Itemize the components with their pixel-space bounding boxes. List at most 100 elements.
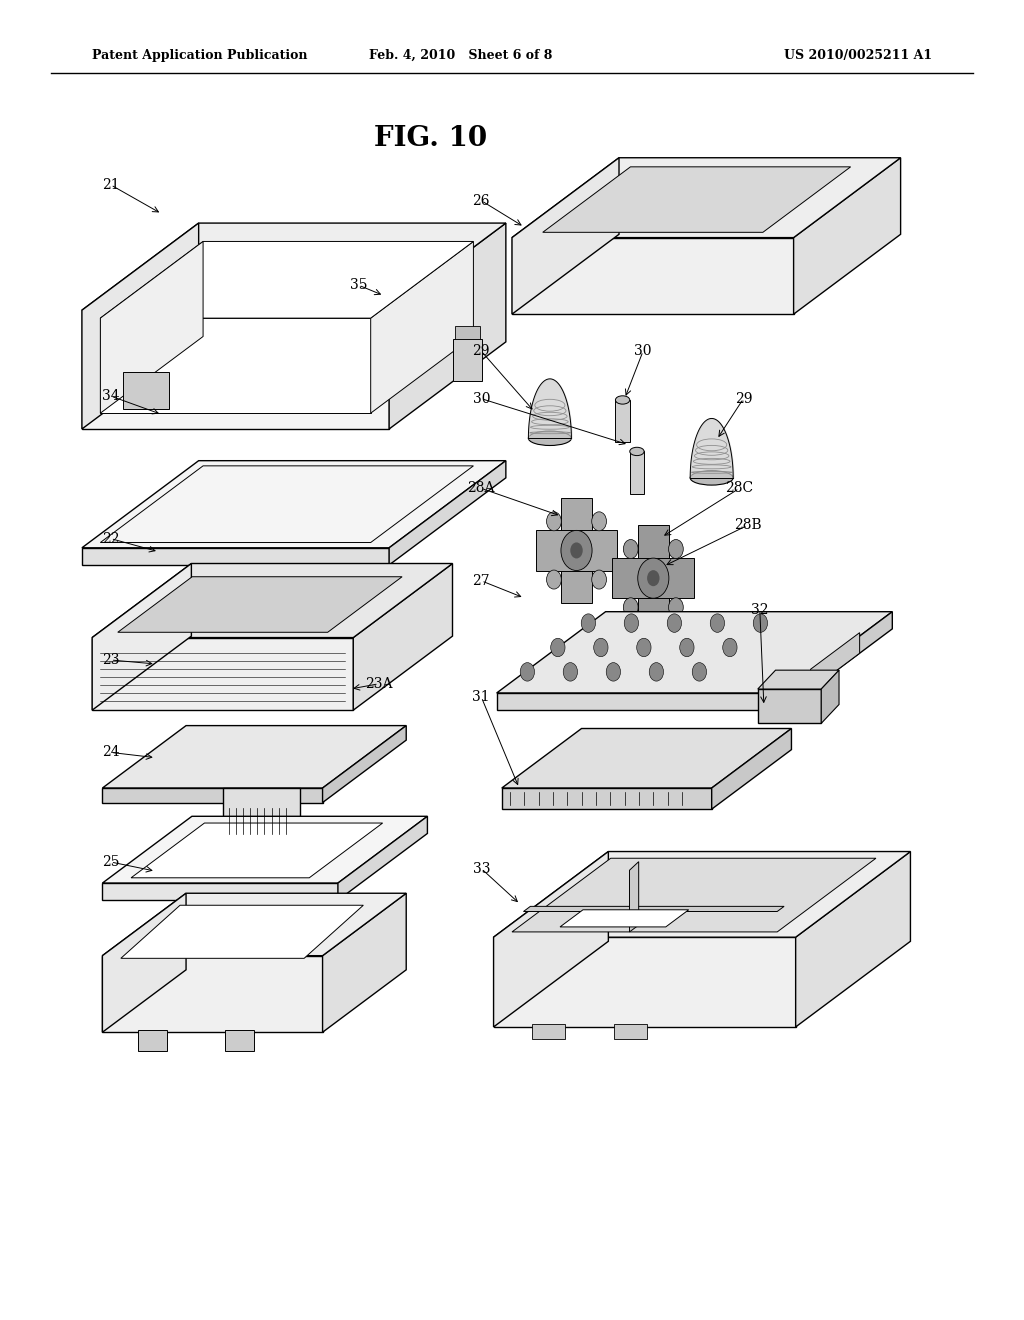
Text: 29: 29 [734, 392, 753, 405]
Circle shape [592, 570, 606, 589]
Text: 23A: 23A [366, 677, 392, 690]
Bar [532, 1024, 565, 1039]
Circle shape [592, 512, 606, 531]
Polygon shape [497, 611, 892, 693]
Text: 31: 31 [472, 690, 490, 704]
Polygon shape [794, 158, 901, 314]
Text: 27: 27 [472, 574, 490, 587]
Polygon shape [494, 937, 796, 1027]
Polygon shape [456, 326, 480, 339]
Text: 28A: 28A [468, 482, 495, 495]
Ellipse shape [528, 430, 571, 445]
Polygon shape [102, 816, 427, 883]
Polygon shape [512, 158, 618, 314]
Polygon shape [371, 242, 473, 413]
Polygon shape [497, 693, 783, 710]
Circle shape [638, 558, 669, 598]
Polygon shape [323, 894, 407, 1032]
Polygon shape [612, 558, 694, 598]
Circle shape [624, 540, 638, 558]
Polygon shape [796, 851, 910, 1027]
Text: 33: 33 [472, 862, 490, 875]
Circle shape [594, 639, 608, 657]
Polygon shape [223, 788, 300, 840]
Text: 28B: 28B [734, 519, 761, 532]
Polygon shape [712, 729, 792, 809]
Circle shape [649, 663, 664, 681]
Circle shape [606, 663, 621, 681]
Polygon shape [102, 894, 407, 956]
Polygon shape [389, 461, 506, 565]
Ellipse shape [690, 471, 733, 486]
Bar [225, 1030, 254, 1051]
Circle shape [520, 663, 535, 681]
Polygon shape [92, 564, 453, 638]
Polygon shape [100, 318, 371, 413]
Text: 34: 34 [101, 389, 120, 403]
Text: 26: 26 [472, 194, 490, 207]
Text: 35: 35 [349, 279, 368, 292]
Circle shape [570, 543, 583, 558]
Polygon shape [630, 862, 639, 932]
Polygon shape [323, 726, 407, 803]
Polygon shape [102, 788, 323, 803]
Polygon shape [92, 564, 191, 710]
Ellipse shape [630, 447, 644, 455]
Polygon shape [131, 824, 383, 878]
Circle shape [547, 570, 561, 589]
Polygon shape [758, 671, 839, 689]
Text: 22: 22 [101, 532, 120, 545]
Polygon shape [102, 883, 338, 900]
Text: 30: 30 [472, 392, 490, 405]
Circle shape [563, 663, 578, 681]
Circle shape [668, 614, 682, 632]
Polygon shape [512, 858, 876, 932]
Polygon shape [454, 339, 482, 381]
Polygon shape [82, 461, 506, 548]
Polygon shape [783, 611, 892, 710]
Polygon shape [118, 577, 402, 632]
Bar [630, 451, 644, 494]
Text: 30: 30 [634, 345, 652, 358]
Circle shape [624, 598, 638, 616]
Polygon shape [512, 158, 901, 238]
Polygon shape [82, 223, 506, 310]
Bar [615, 400, 630, 442]
Circle shape [723, 639, 737, 657]
Polygon shape [638, 525, 669, 631]
Polygon shape [82, 223, 199, 429]
Polygon shape [543, 166, 851, 232]
Polygon shape [512, 238, 794, 314]
Text: 24: 24 [101, 746, 120, 759]
Text: 25: 25 [101, 855, 120, 869]
Polygon shape [811, 632, 859, 690]
Bar [614, 1024, 647, 1039]
Polygon shape [758, 689, 821, 723]
Polygon shape [100, 242, 473, 318]
Circle shape [669, 598, 683, 616]
Polygon shape [102, 726, 407, 788]
Circle shape [547, 512, 561, 531]
Text: 21: 21 [101, 178, 120, 191]
Text: Patent Application Publication: Patent Application Publication [92, 49, 307, 62]
Polygon shape [353, 564, 453, 710]
Circle shape [561, 531, 592, 570]
Polygon shape [92, 638, 353, 710]
Polygon shape [536, 531, 617, 570]
Circle shape [625, 614, 639, 632]
Polygon shape [560, 909, 689, 927]
Text: 28C: 28C [725, 482, 754, 495]
Circle shape [551, 639, 565, 657]
Polygon shape [502, 729, 792, 788]
Polygon shape [494, 851, 910, 937]
Polygon shape [338, 816, 427, 900]
Polygon shape [494, 851, 608, 1027]
Polygon shape [102, 956, 323, 1032]
Polygon shape [82, 310, 389, 429]
Polygon shape [523, 907, 784, 912]
Polygon shape [821, 671, 839, 723]
Circle shape [711, 614, 725, 632]
Polygon shape [121, 906, 364, 958]
Bar [123, 372, 169, 409]
Ellipse shape [615, 396, 630, 404]
